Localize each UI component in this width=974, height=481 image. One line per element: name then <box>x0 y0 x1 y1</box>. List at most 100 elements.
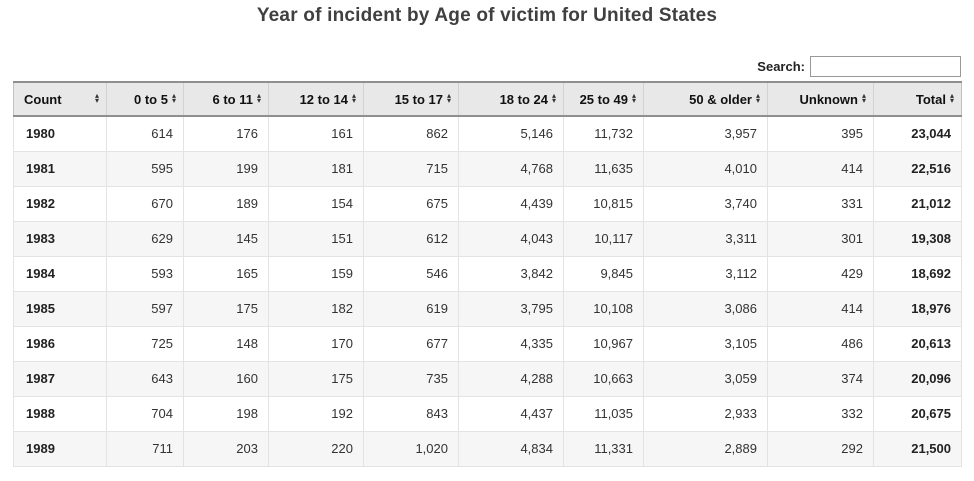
value-cell: 151 <box>268 220 364 257</box>
total-cell: 18,976 <box>873 290 962 327</box>
value-cell: 159 <box>268 255 364 292</box>
value-cell: 2,889 <box>643 430 768 467</box>
table-row: 1987 643 160 175 735 4,288 10,663 3,059 374 20,09… <box>13 360 962 397</box>
sort-icon: ▴ ▾ <box>447 92 451 104</box>
value-cell: 10,108 <box>563 290 644 327</box>
year-cell: 1987 <box>13 360 107 397</box>
value-cell: 5,146 <box>458 116 564 152</box>
table-row: 1988 704 198 192 843 4,437 11,035 2,933 332 20,67… <box>13 395 962 432</box>
value-cell: 199 <box>183 150 269 187</box>
column-header-label: Count <box>24 91 62 107</box>
value-cell: 374 <box>767 360 874 397</box>
value-cell: 4,768 <box>458 150 564 187</box>
value-cell: 165 <box>183 255 269 292</box>
table-row: 1983 629 145 151 612 4,043 10,117 3,311 301 19,30… <box>13 220 962 257</box>
value-cell: 614 <box>106 116 184 152</box>
total-cell: 19,308 <box>873 220 962 257</box>
value-cell: 11,732 <box>563 116 644 152</box>
value-cell: 4,010 <box>643 150 768 187</box>
sort-icon: ▴ ▾ <box>949 91 954 105</box>
value-cell: 643 <box>106 360 184 397</box>
column-header-6-to-11[interactable]: 6 to 11 ▴ ▾ <box>183 81 269 117</box>
value-cell: 10,967 <box>563 325 644 362</box>
column-header-label: 18 to 24 <box>499 91 548 107</box>
table-row: 1980 614 176 161 862 5,146 11,732 3,957 395 23,04… <box>13 116 962 152</box>
table-body: 1980 614 176 161 862 5,146 11,732 3,957 395 23,04… <box>13 116 962 467</box>
value-cell: 301 <box>767 220 874 257</box>
sort-asc-arrow-icon: ▴ <box>861 91 866 101</box>
column-header-count[interactable]: Count ▴ ▾ <box>13 81 107 117</box>
sort-desc-arrow-icon: ▾ <box>94 96 99 105</box>
value-cell: 170 <box>268 325 364 362</box>
column-header-total[interactable]: Total ▴ ▾ <box>873 81 962 117</box>
total-cell: 20,613 <box>873 325 962 362</box>
sort-asc-arrow-icon: ▴ <box>949 91 954 101</box>
value-cell: 10,663 <box>563 360 644 397</box>
value-cell: 3,795 <box>458 290 564 327</box>
value-cell: 148 <box>183 325 269 362</box>
value-cell: 414 <box>767 150 874 187</box>
value-cell: 176 <box>183 116 269 152</box>
table-row: 1984 593 165 159 546 3,842 9,845 3,112 429 18,692 <box>13 255 962 292</box>
value-cell: 4,288 <box>458 360 564 397</box>
table-row: 1982 670 189 154 675 4,439 10,815 3,740 331 21,01… <box>13 185 962 222</box>
value-cell: 670 <box>106 185 184 222</box>
value-cell: 9,845 <box>563 255 644 292</box>
value-cell: 220 <box>268 430 364 467</box>
value-cell: 429 <box>767 255 874 292</box>
table-row: 1981 595 199 181 715 4,768 11,635 4,010 414 22,51… <box>13 150 962 187</box>
column-header-0-to-5[interactable]: 0 to 5 ▴ ▾ <box>106 81 184 117</box>
table-row: 1989 711 203 220 1,020 4,834 11,331 2,889 292 21,… <box>13 430 962 467</box>
value-cell: 11,635 <box>563 150 644 187</box>
column-header-unknown[interactable]: Unknown ▴ ▾ <box>767 81 874 117</box>
column-header-15-to-17[interactable]: 15 to 17 ▴ ▾ <box>363 81 459 117</box>
search-label: Search: <box>757 59 805 74</box>
incidents-by-age-table: Count ▴ ▾ 0 to 5 ▴ ▾ 6 to 11 ▴ ▾ 12 to 14 ▴ ▾ 15 to … <box>13 81 962 467</box>
table-header: Count ▴ ▾ 0 to 5 ▴ ▾ 6 to 11 ▴ ▾ 12 to 14 ▴ ▾ 15 to … <box>13 81 962 117</box>
sort-asc-arrow-icon: ▴ <box>631 91 636 101</box>
value-cell: 593 <box>106 255 184 292</box>
value-cell: 203 <box>183 430 269 467</box>
value-cell: 629 <box>106 220 184 257</box>
column-header-label: 12 to 14 <box>299 91 348 107</box>
sort-desc-arrow-icon: ▾ <box>861 96 866 105</box>
value-cell: 414 <box>767 290 874 327</box>
column-header-50-older[interactable]: 50 & older ▴ ▾ <box>643 81 768 117</box>
value-cell: 10,117 <box>563 220 644 257</box>
sort-desc-arrow-icon: ▾ <box>949 96 954 105</box>
column-header-12-to-14[interactable]: 12 to 14 ▴ ▾ <box>268 81 364 117</box>
year-cell: 1980 <box>13 116 107 152</box>
search-input[interactable] <box>810 56 961 77</box>
value-cell: 175 <box>183 290 269 327</box>
table-row: 1986 725 148 170 677 4,335 10,967 3,105 486 20,61… <box>13 325 962 362</box>
value-cell: 715 <box>363 150 459 187</box>
value-cell: 725 <box>106 325 184 362</box>
value-cell: 292 <box>767 430 874 467</box>
column-header-label: 25 to 49 <box>579 91 628 107</box>
value-cell: 595 <box>106 150 184 187</box>
year-cell: 1986 <box>13 325 107 362</box>
total-cell: 20,096 <box>873 360 962 397</box>
value-cell: 3,086 <box>643 290 768 327</box>
sort-desc-arrow-icon: ▾ <box>755 96 760 105</box>
value-cell: 677 <box>363 325 459 362</box>
page-title: Year of incident by Age of victim for Un… <box>256 5 718 26</box>
sort-desc-arrow-icon: ▾ <box>256 96 261 105</box>
column-header-25-to-49[interactable]: 25 to 49 ▴ ▾ <box>563 81 644 117</box>
value-cell: 735 <box>363 360 459 397</box>
value-cell: 3,311 <box>643 220 768 257</box>
column-header-label: 0 to 5 <box>134 91 168 107</box>
value-cell: 711 <box>106 430 184 467</box>
value-cell: 331 <box>767 185 874 222</box>
sort-asc-arrow-icon: ▴ <box>256 91 261 101</box>
value-cell: 192 <box>268 395 364 432</box>
value-cell: 4,335 <box>458 325 564 362</box>
value-cell: 546 <box>363 255 459 292</box>
sort-asc-arrow-icon: ▴ <box>755 91 760 101</box>
sort-icon: ▴ ▾ <box>631 91 636 104</box>
value-cell: 619 <box>363 290 459 327</box>
value-cell: 597 <box>106 290 184 327</box>
total-cell: 21,012 <box>873 185 962 222</box>
column-header-18-to-24[interactable]: 18 to 24 ▴ ▾ <box>458 81 564 117</box>
